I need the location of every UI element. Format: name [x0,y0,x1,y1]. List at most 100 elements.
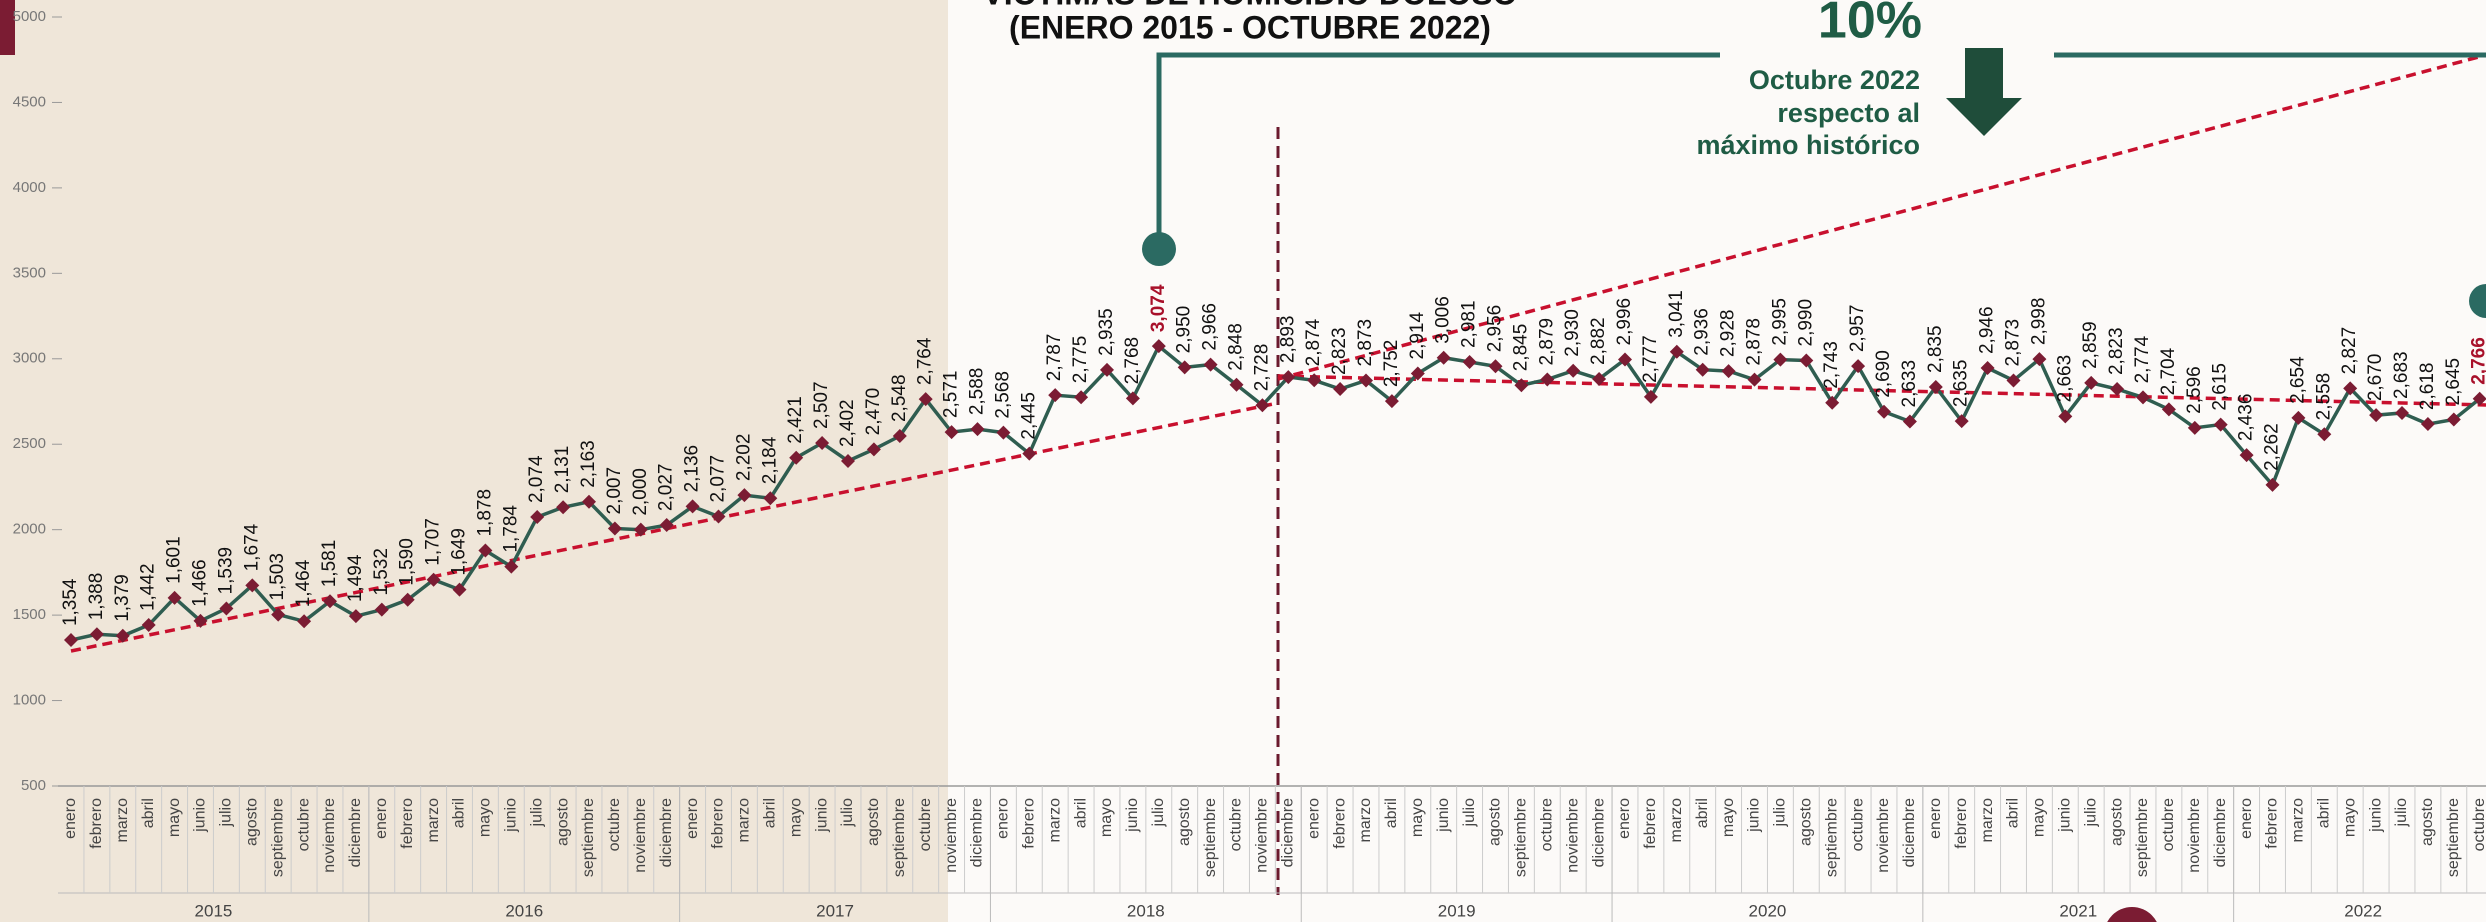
x-tick-label: octubre [917,798,934,851]
y-tick-label: 1000 [13,692,46,709]
x-tick-label: marzo [2290,798,2307,843]
data-label: 1,601 [164,536,185,584]
data-label: 2,131 [552,446,573,494]
data-label: 1,878 [474,489,495,537]
year-label: 2020 [1749,901,1787,920]
x-tick-label: diciembre [347,798,364,867]
x-tick-label: noviembre [321,798,338,873]
x-tick-label: marzo [736,798,753,843]
data-label: 2,635 [1951,360,1972,408]
x-tick-label: febrero [2264,798,2281,849]
x-tick-label: marzo [425,798,442,843]
data-label: 2,202 [733,434,754,482]
x-tick-label: noviembre [2186,798,2203,873]
data-label: 2,766 [2469,337,2486,385]
data-label: 2,007 [604,467,625,515]
x-tick-label: julio [1461,798,1478,828]
data-label: 2,184 [759,436,780,484]
x-tick-label: julio [2082,798,2099,828]
x-tick-label: julio [2393,798,2410,828]
data-label: 1,581 [319,540,340,588]
x-tick-label: julio [218,798,235,828]
year-label: 2016 [505,901,543,920]
data-label: 2,981 [1459,300,1480,348]
x-tick-label: febrero [1642,798,1659,849]
year-label: 2018 [1127,901,1165,920]
data-label: 1,466 [190,559,211,607]
x-tick-label: agosto [554,798,571,846]
x-tick-label: noviembre [943,798,960,873]
year-label: 2017 [816,901,854,920]
data-label: 2,827 [2339,327,2360,375]
x-tick-label: octubre [1849,798,1866,851]
x-tick-label: abril [1383,798,1400,828]
data-label: 2,775 [1070,336,1091,384]
data-label: 2,690 [1873,350,1894,398]
x-tick-label: julio [528,798,545,828]
x-tick-label: octubre [295,798,312,851]
data-label: 2,262 [2262,423,2283,471]
callout-dot [1142,232,1176,266]
data-label: 1,464 [293,559,314,607]
data-label: 2,823 [1329,327,1350,375]
data-label: 1,539 [215,547,236,595]
annotation-text: máximo histórico [1696,130,1920,160]
x-tick-label: septiembre [2134,798,2151,877]
x-tick-label: marzo [1046,798,1063,843]
x-tick-label: octubre [1228,798,1245,851]
data-label: 2,946 [1977,306,1998,354]
data-label: 2,683 [2391,351,2412,399]
data-label: 2,848 [1226,323,1247,371]
x-tick-label: febrero [399,798,416,849]
data-label: 2,764 [915,337,936,385]
x-tick-label: noviembre [1564,798,1581,873]
annotation-text: Octubre 2022 [1749,65,1920,95]
data-label: 2,445 [1018,392,1039,440]
x-tick-label: octubre [2160,798,2177,851]
x-tick-label: noviembre [1875,798,1892,873]
x-tick-label: diciembre [969,798,986,867]
x-tick-label: abril [451,798,468,828]
x-tick-label: agosto [2108,798,2125,846]
y-tick-label: 3000 [13,350,46,367]
x-tick-label: septiembre [580,798,597,877]
x-tick-label: agosto [1176,798,1193,846]
data-label: 2,874 [1303,318,1324,366]
background-left [0,0,948,922]
data-label: 2,000 [630,468,651,516]
data-label: 2,893 [1277,316,1298,364]
data-label: 1,649 [449,528,470,576]
x-tick-label: diciembre [1590,798,1607,867]
x-tick-label: febrero [88,798,105,849]
x-tick-label: noviembre [1254,798,1271,873]
x-tick-label: agosto [244,798,261,846]
data-label: 2,633 [1899,360,1920,408]
x-tick-label: enero [2238,798,2255,839]
data-label: 1,784 [500,505,521,553]
x-tick-label: mayo [1720,798,1737,837]
data-label: 2,845 [1510,324,1531,372]
data-label: 2,996 [1614,298,1635,346]
data-label: 2,823 [2106,327,2127,375]
x-tick-label: enero [1616,798,1633,839]
y-tick-label: 4500 [13,93,46,110]
data-label: 2,879 [1536,318,1557,366]
data-label: 2,615 [2210,363,2231,411]
year-label: 2022 [2344,901,2382,920]
x-tick-label: mayo [1409,798,1426,837]
data-label: 2,930 [1562,309,1583,357]
x-tick-label: septiembre [1513,798,1530,877]
x-tick-label: abril [2005,798,2022,828]
data-label: 2,752 [1381,340,1402,388]
data-label: 2,957 [1847,305,1868,353]
x-tick-label: agosto [1798,798,1815,846]
data-label: 2,074 [526,455,547,503]
x-tick-label: junio [2367,798,2384,833]
data-label: 2,743 [1821,341,1842,389]
x-tick-label: noviembre [632,798,649,873]
data-label: 1,379 [112,574,133,622]
data-label: 2,956 [1485,305,1506,353]
chart: VÍCTIMAS DE HOMICIDIO DOLOSO (ENERO 2015… [0,0,2486,922]
y-tick-label: 500 [21,777,46,794]
x-tick-label: enero [373,798,390,839]
